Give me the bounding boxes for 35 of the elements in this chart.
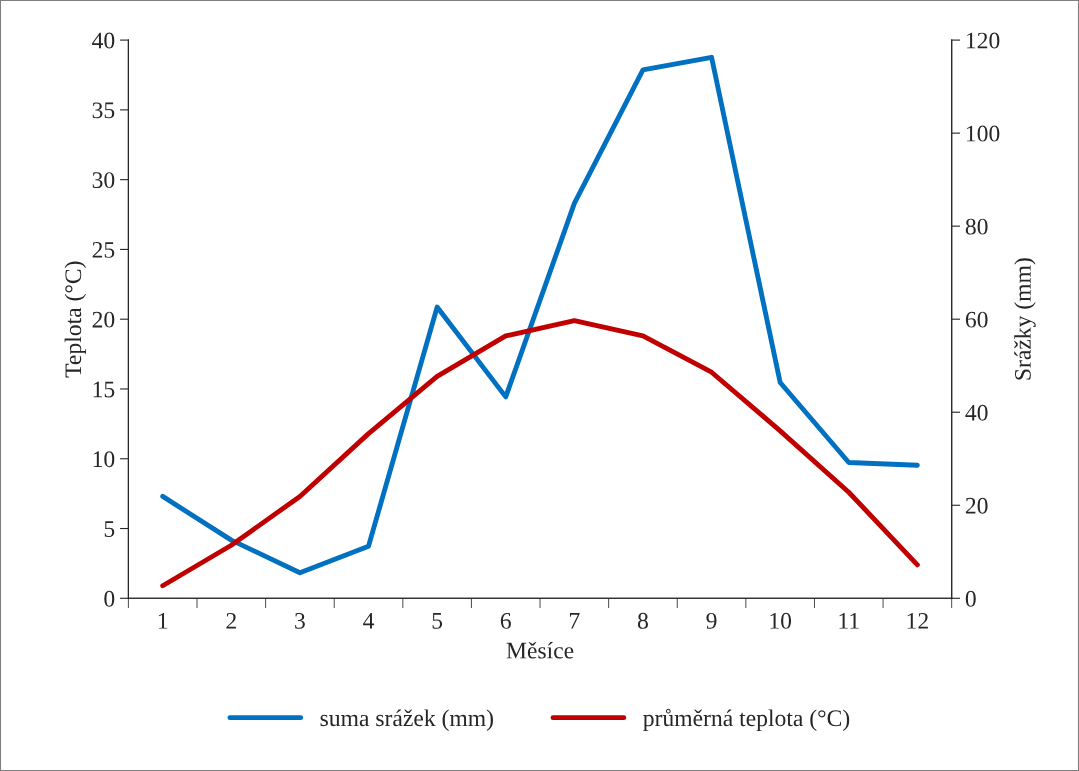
y-tick-label: 35 [92, 102, 115, 119]
legend-label: suma srážek (mm) [320, 709, 493, 731]
y2-tick-label: 0 [965, 590, 976, 607]
x-tick-label: 12 [907, 612, 928, 629]
x-tick-label: 10 [770, 612, 792, 629]
y-tick-label: 0 [104, 590, 115, 607]
y-axis-title: Teplota (°C) [64, 261, 87, 378]
x-tick-label: 1 [158, 612, 168, 629]
x-axis-title: Měsíce [506, 641, 574, 659]
y-tick-label: 10 [93, 451, 115, 468]
y-tick-label: 15 [93, 381, 115, 398]
y-tick-label: 5 [104, 521, 115, 537]
x-tick-label: 9 [706, 612, 717, 629]
x-tick-label: 4 [363, 613, 375, 629]
y2-tick-label: 20 [965, 497, 988, 514]
line-series [160, 54, 920, 576]
x-tick-label: 7 [570, 613, 580, 629]
y-tick-label: 40 [92, 32, 115, 49]
y2-axis-title: Srážky (mm) [1014, 258, 1036, 380]
y2-tick-label: 40 [965, 404, 988, 421]
y-tick-label: 20 [92, 311, 115, 328]
x-tick-label: 3 [295, 612, 305, 629]
legend-label: průměrná teplota (°C) [643, 708, 850, 731]
x-tick-label: 2 [226, 612, 236, 629]
y2-tick-label: 80 [965, 218, 988, 235]
y2-tick-label: 120 [966, 32, 1000, 49]
x-tick-label: 8 [637, 612, 648, 629]
y-tick-label: 30 [92, 172, 115, 189]
x-tick-label: 6 [500, 612, 511, 629]
line-series [160, 318, 920, 589]
y-tick-label: 25 [92, 241, 115, 258]
y2-tick-label: 100 [966, 125, 1000, 142]
y2-tick-label: 60 [965, 311, 988, 328]
x-tick-label: 11 [839, 612, 859, 629]
x-tick-label: 5 [432, 613, 443, 629]
